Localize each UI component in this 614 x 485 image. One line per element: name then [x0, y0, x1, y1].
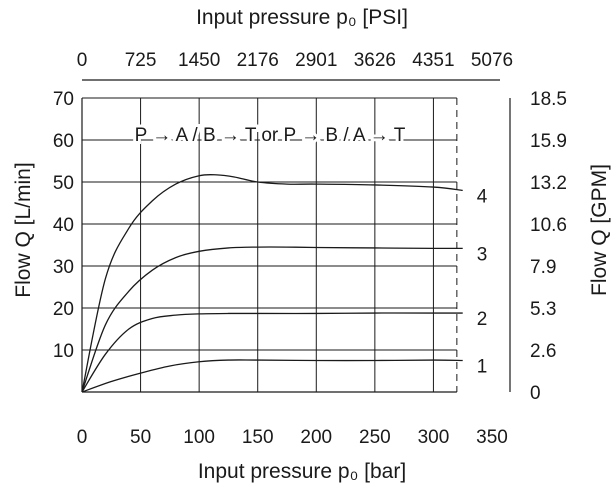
x-tick-label: 200 [300, 427, 332, 448]
right-tick-label: 10.6 [530, 215, 567, 236]
y-tick-label: 50 [53, 173, 74, 194]
flow-path-annotation: P → A / B → T or P → B / A → T [135, 125, 406, 146]
series-label-1: 1 [477, 357, 488, 378]
x-tick-label: 350 [476, 427, 508, 448]
right-tick-label: 5.3 [530, 299, 556, 320]
top-tick-label: 0 [77, 50, 88, 71]
series-line-2 [81, 312, 463, 393]
top-tick-label: 4351 [412, 50, 454, 71]
y-tick-label: 60 [53, 131, 74, 152]
y-tick-label: 30 [53, 257, 74, 278]
right-tick-label: 7.9 [530, 257, 556, 278]
series-label-2: 2 [477, 309, 488, 330]
top-tick-label: 2901 [295, 50, 337, 71]
series-label-4: 4 [477, 186, 488, 207]
top-tick-label: 5076 [471, 50, 513, 71]
top-tick-label: 725 [125, 50, 157, 71]
bottom-axis-title: Input pressure p₀ [bar] [198, 460, 406, 483]
grid [82, 97, 458, 392]
series-label-3: 3 [477, 244, 488, 265]
left-axis-title: Flow Q [L/min] [12, 162, 35, 297]
top-tick-label: 1450 [178, 50, 220, 71]
series-lines [81, 173, 463, 393]
x-tick-label: 150 [242, 427, 274, 448]
x-tick-label: 100 [183, 427, 215, 448]
right-tick-label: 2.6 [530, 341, 556, 362]
y-tick-label: 40 [53, 215, 74, 236]
axes [81, 79, 511, 393]
right-tick-label: 15.9 [530, 131, 567, 152]
series-line-1 [81, 359, 463, 393]
right-axis-title: Flow Q [GPM] [588, 164, 611, 296]
y-tick-label: 10 [53, 341, 74, 362]
x-tick-label: 300 [418, 427, 450, 448]
x-tick-label: 50 [130, 427, 151, 448]
top-tick-label: 2176 [237, 50, 279, 71]
right-tick-label: 18.5 [530, 89, 567, 110]
y-tick-label: 20 [53, 299, 74, 320]
series-line-3 [81, 246, 463, 393]
x-tick-label: 250 [359, 427, 391, 448]
top-tick-label: 3626 [354, 50, 396, 71]
right-tick-label: 13.2 [530, 173, 567, 194]
right-tick-label: 0 [530, 383, 541, 404]
y-tick-label: 70 [53, 89, 74, 110]
series-line-4 [81, 173, 463, 393]
top-axis-title: Input pressure p₀ [PSI] [196, 6, 408, 29]
x-tick-label: 0 [77, 427, 88, 448]
